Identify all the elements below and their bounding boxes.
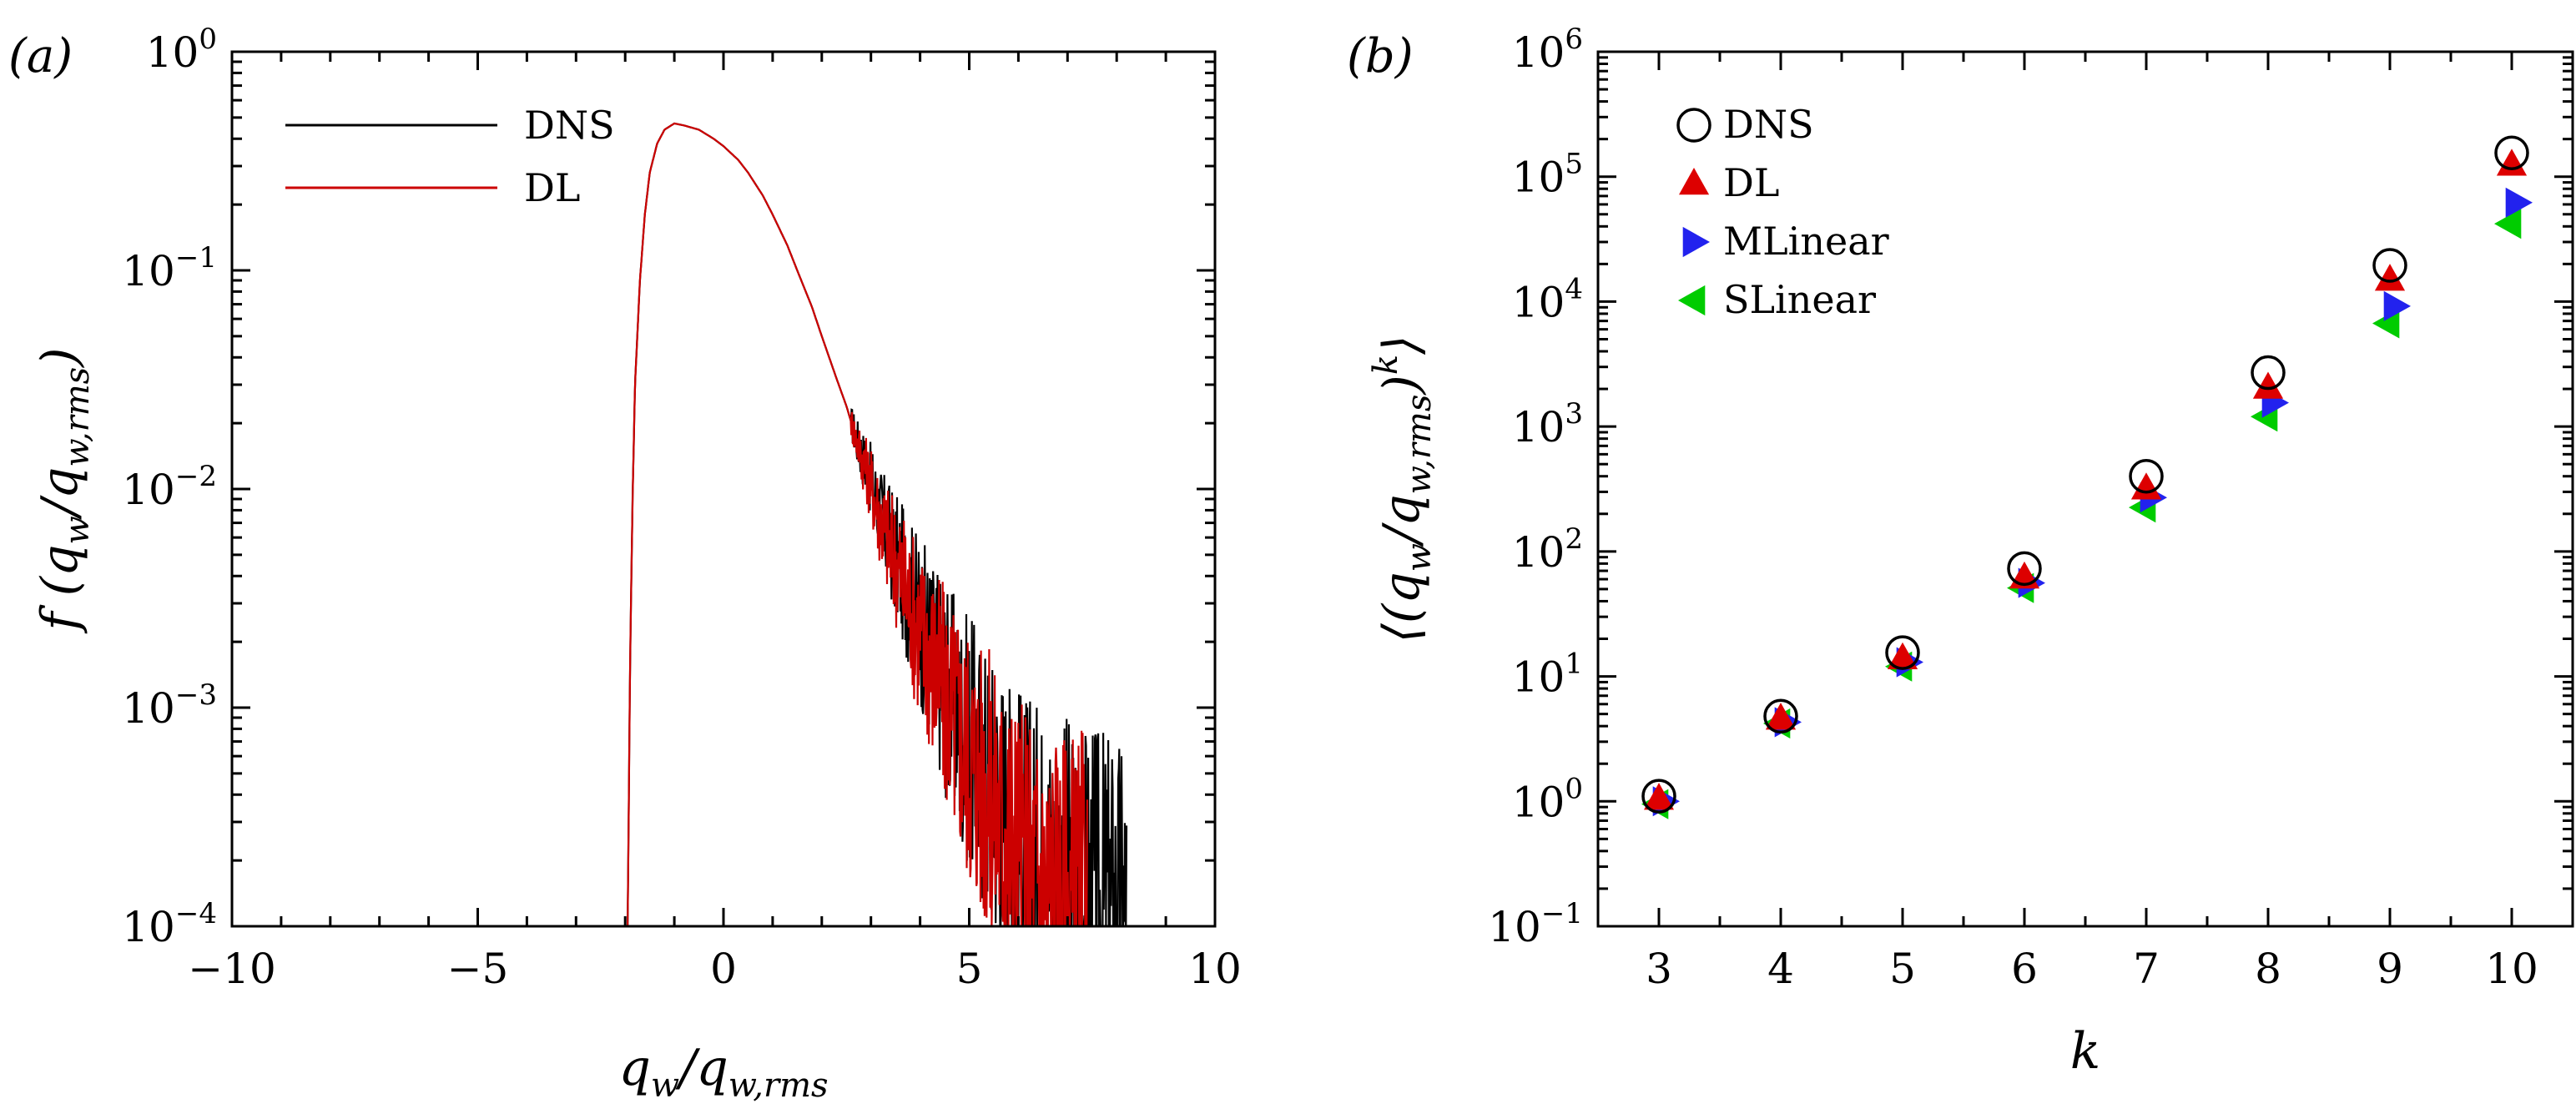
x-tick-label: 9 — [2377, 945, 2403, 993]
panel-a-series-layer — [627, 122, 1128, 928]
x-tick-label: 3 — [1646, 945, 1672, 993]
marker-dl-k3 — [1644, 783, 1674, 810]
legend-marker-dl — [1679, 168, 1710, 195]
marker-slinear-k10 — [2494, 209, 2522, 239]
x-tick-label: 6 — [2011, 945, 2038, 993]
y-tick-label: 105 — [1512, 148, 1583, 202]
panel-b-x-tick-labels: 3 4 5 6 7 8 9 10 — [1646, 945, 2538, 993]
marker-dns-k7 — [2129, 458, 2164, 494]
panel-a-x-axis-label: qw/qw,rms — [618, 1039, 828, 1104]
legend-label-slinear: SLinear — [1723, 277, 1876, 322]
panel-a-y-axis-label: f (qw/qw,rms) — [31, 347, 97, 633]
legend-symbol-dns — [1676, 108, 1711, 143]
legend-label-dl: DL — [1723, 160, 1779, 205]
marker-dl-k10 — [2496, 149, 2528, 176]
legend-marker-slinear — [1678, 285, 1706, 316]
marker-dl-k4 — [1765, 703, 1797, 730]
legend-label-dns: DNS — [1723, 102, 1814, 147]
y-tick-label: 103 — [1512, 397, 1583, 451]
x-tick-label: 10 — [2485, 945, 2538, 993]
svg-text:f (qw/qw,rms): f (qw/qw,rms) — [31, 347, 97, 633]
y-tick-label: 10−4 — [122, 897, 217, 951]
panel-a: (a) −10 −5 0 5 10 10−4 10−3 10−2 10−1 100 DNS DL… — [8, 23, 1242, 1104]
x-tick-label: 7 — [2133, 945, 2160, 993]
legend-symbol-dl — [1679, 168, 1710, 195]
x-tick-label: 5 — [1889, 945, 1916, 993]
x-tick-label: 4 — [1767, 945, 1794, 993]
y-tick-label: 10−2 — [122, 460, 217, 514]
y-tick-label: 10−1 — [1488, 897, 1583, 951]
legend-label-mlinear: MLinear — [1723, 219, 1889, 264]
pdf-curve-dl — [627, 122, 1088, 928]
x-tick-label: 10 — [1188, 945, 1242, 993]
y-tick-label: 100 — [146, 23, 217, 77]
marker-mlinear-k9 — [2383, 290, 2411, 321]
x-tick-label: 5 — [956, 945, 983, 993]
legend-marker-mlinear — [1682, 226, 1710, 258]
y-tick-label: 10−3 — [122, 678, 217, 733]
x-tick-label: 8 — [2255, 945, 2281, 993]
legend-label-dl: DL — [524, 165, 580, 210]
svg-text:⟨(qw/qw,rms)k⟩: ⟨(qw/qw,rms)k⟩ — [1367, 335, 1439, 643]
y-tick-label: 10−1 — [122, 241, 217, 295]
panel-b-label: (b) — [1347, 29, 1414, 83]
marker-dns-k10 — [2494, 135, 2529, 170]
marker-dns-k5 — [1885, 635, 1920, 670]
panel-a-label: (a) — [8, 29, 73, 83]
marker-mlinear-k10 — [2505, 187, 2533, 218]
marker-dns-k8 — [2251, 355, 2286, 391]
marker-dns-k9 — [2372, 248, 2407, 283]
marker-dns-k3 — [1641, 779, 1676, 814]
marker-dl-k9 — [2374, 264, 2406, 291]
panel-b-legend: DNS DL MLinear SLinear — [1676, 102, 1889, 322]
x-tick-label: 0 — [710, 945, 737, 993]
y-tick-label: 100 — [1512, 772, 1583, 826]
series-dns — [1641, 135, 2529, 814]
marker-dns-k6 — [2007, 551, 2042, 587]
y-tick-label: 104 — [1512, 272, 1583, 326]
marker-dns-k4 — [1763, 698, 1798, 734]
marker-dl-k8 — [2252, 371, 2284, 399]
y-tick-label: 101 — [1512, 648, 1583, 702]
legend-symbol-slinear — [1678, 285, 1706, 316]
panel-b: (b) 3 4 5 6 7 8 9 10 10−1100101102103104105106 … — [1347, 23, 2574, 1081]
y-tick-label: 106 — [1512, 23, 1583, 77]
legend-marker-dns — [1676, 108, 1711, 143]
panel-a-x-tick-labels: −10 −5 0 5 10 — [188, 945, 1242, 993]
legend-symbol-mlinear — [1682, 226, 1710, 258]
x-tick-label: −5 — [447, 945, 509, 993]
panel-b-y-tick-labels: 10−1 100 101 102 103 104 105 106 — [1488, 23, 1583, 951]
series-dl — [1644, 149, 2528, 810]
x-tick-label: −10 — [188, 945, 276, 993]
marker-dl-k7 — [2130, 472, 2162, 500]
y-tick-label: 102 — [1512, 522, 1583, 577]
panel-b-ticks — [1596, 50, 2574, 928]
panel-b-x-axis-label: k — [2070, 1022, 2100, 1081]
panel-a-y-tick-labels: 10−4 10−3 10−2 10−1 100 — [122, 23, 217, 951]
panel-a-ticks — [230, 50, 1217, 928]
marker-dl-k5 — [1887, 642, 1918, 669]
panel-b-y-axis-label: ⟨(qw/qw,rms)k⟩ — [1367, 335, 1439, 643]
legend-label-dns: DNS — [524, 103, 615, 148]
panel-b-markers-layer — [1641, 135, 2533, 819]
panel-a-legend: DNS DL — [285, 103, 615, 210]
